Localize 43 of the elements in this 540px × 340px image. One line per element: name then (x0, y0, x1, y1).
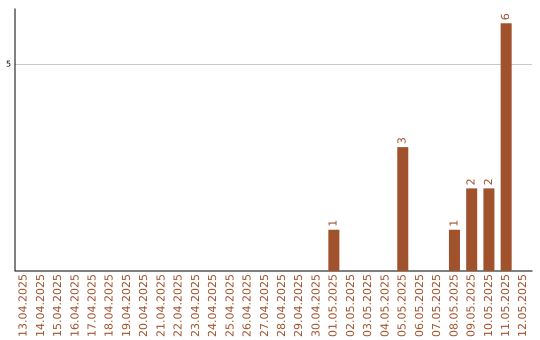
x-tick-label: 01.05.2025 (326, 274, 340, 338)
x-tick-label: 15.04.2025 (51, 274, 64, 338)
x-tick-label: 08.05.2025 (447, 274, 460, 338)
x-tick-label: 16.04.2025 (68, 274, 82, 338)
x-tick-label: 26.04.2025 (240, 274, 254, 338)
x-tick-label: 09.05.2025 (464, 274, 478, 338)
x-tick-label: 03.05.2025 (361, 274, 374, 338)
x-tick-label: 29.04.2025 (292, 274, 306, 338)
x-tick-label: 06.05.2025 (412, 274, 426, 338)
x-tick-label: 28.04.2025 (275, 274, 288, 338)
x-tick-label: 21.04.2025 (154, 274, 168, 338)
x-tick-label: 02.05.2025 (344, 274, 357, 338)
x-tick-label: 14.04.2025 (34, 274, 47, 338)
bar (397, 147, 408, 272)
bar (448, 230, 460, 272)
bar (500, 23, 512, 272)
x-tick-label: 18.04.2025 (102, 274, 116, 338)
x-tick-label: 27.04.2025 (258, 274, 271, 338)
x-tick-label: 23.04.2025 (188, 274, 202, 338)
x-tick-label: 25.04.2025 (223, 274, 236, 338)
x-tick-label: 19.04.2025 (120, 274, 133, 338)
x-tick-label: 22.04.2025 (172, 274, 185, 338)
x-tick-label: 17.04.2025 (85, 274, 98, 338)
x-tick-label: 05.05.2025 (396, 274, 409, 338)
bar (483, 188, 494, 272)
data-label: 2 (464, 178, 478, 186)
data-label: 6 (499, 13, 512, 20)
bar (328, 230, 340, 272)
x-tick-label: 30.04.2025 (309, 274, 322, 338)
x-tick-label: 12.05.2025 (516, 274, 530, 338)
data-label: 3 (396, 137, 409, 144)
data-label: 1 (326, 220, 340, 227)
y-tick-label: 5 (6, 60, 12, 69)
x-tick-label: 07.05.2025 (430, 274, 444, 338)
bar (466, 188, 478, 272)
x-tick-label: 10.05.2025 (482, 274, 495, 338)
x-tick-label: 24.04.2025 (206, 274, 220, 338)
x-tick-label: 11.05.2025 (499, 274, 512, 338)
x-tick-label: 13.04.2025 (16, 274, 30, 338)
x-tick-label: 04.05.2025 (378, 274, 392, 338)
x-tick-label: 20.04.2025 (137, 274, 150, 338)
data-label: 2 (482, 178, 495, 186)
data-label: 1 (447, 220, 460, 227)
